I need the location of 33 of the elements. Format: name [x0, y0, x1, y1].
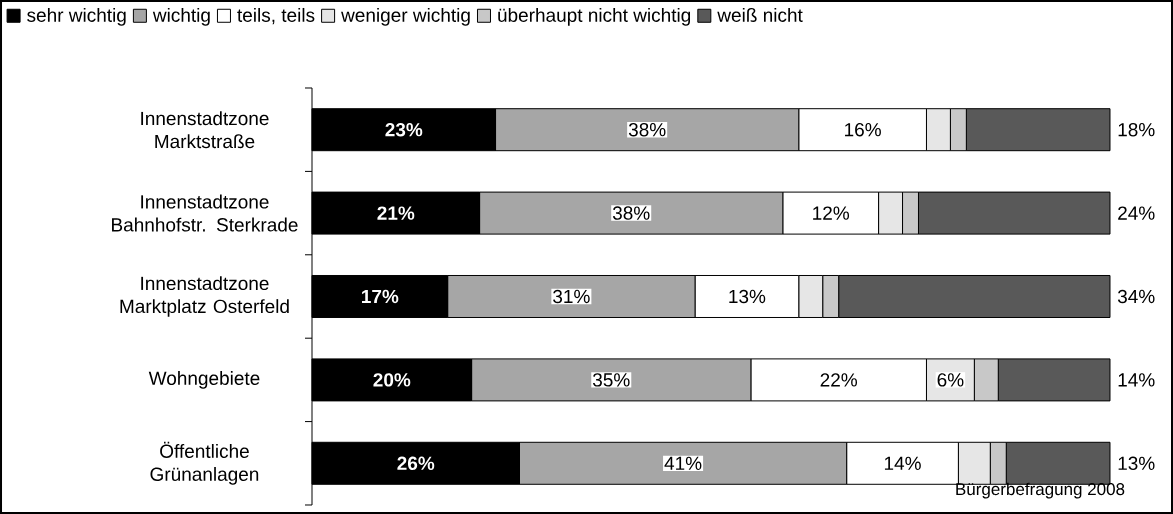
- data-label: 38%: [628, 122, 666, 137]
- data-label: 23%: [385, 122, 423, 137]
- data-label: 35%: [592, 373, 630, 387]
- legend-label: sehr wichtig: [27, 7, 126, 26]
- y-tick-label: Wohngebiete: [148, 371, 260, 389]
- legend-label: wichtig: [152, 7, 210, 26]
- data-label: 13%: [729, 289, 766, 304]
- data-label: 24%: [1118, 206, 1155, 220]
- data-label: 6%: [937, 373, 964, 387]
- y-tick-label: Innenstadtzone Marktstraße: [141, 111, 269, 149]
- y-tick-label: Innenstadtzone Bahnhofstr. Sterkrade: [112, 194, 298, 232]
- annotation: Bürgerbefragung 2008: [956, 482, 1125, 499]
- data-label: 22%: [820, 373, 858, 387]
- data-label: 31%: [553, 289, 590, 304]
- data-label: 34%: [1117, 289, 1155, 304]
- data-label: 16%: [845, 122, 881, 137]
- data-label: 14%: [1118, 373, 1155, 387]
- data-label: 38%: [612, 206, 650, 220]
- y-tick-label: Innenstadtzone Marktplatz Osterfeld: [120, 276, 289, 317]
- y-tick-label: Öffentliche Grünanlagen: [150, 441, 259, 485]
- data-label: 13%: [1118, 456, 1155, 471]
- data-label: 18%: [1118, 122, 1155, 137]
- legend-label: weiß nicht: [717, 7, 803, 22]
- data-label: 12%: [813, 206, 850, 220]
- data-label: 17%: [362, 289, 399, 304]
- data-label: 41%: [664, 456, 702, 470]
- legend-label: teils, teils: [237, 7, 315, 25]
- legend-label: weniger wichtig: [341, 7, 470, 26]
- legend-label: überhaupt nicht wichtig: [498, 7, 691, 26]
- data-label: 21%: [377, 206, 415, 220]
- data-label: 20%: [373, 373, 411, 387]
- data-label: 14%: [884, 456, 921, 470]
- data-label: 26%: [397, 456, 435, 471]
